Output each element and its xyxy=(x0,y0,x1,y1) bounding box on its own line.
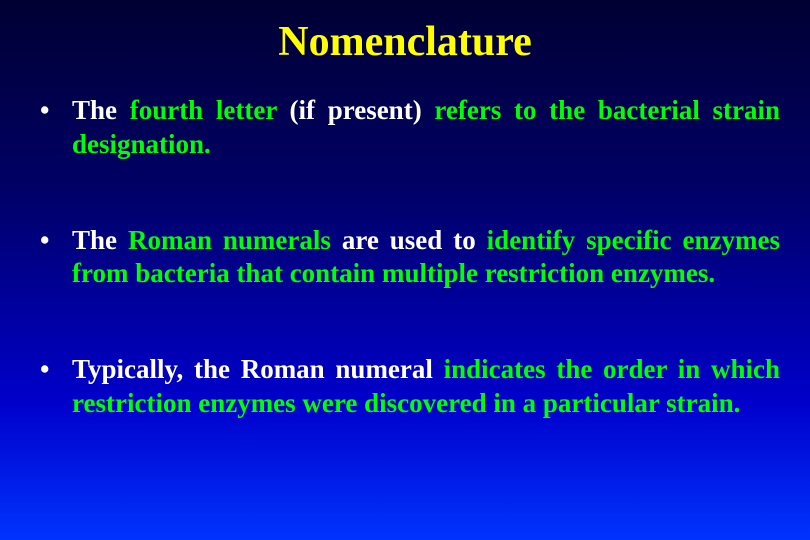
text-segment: Typically, the Roman numeral xyxy=(72,354,444,384)
text-segment-hl: Roman numerals xyxy=(128,225,331,255)
text-segment: The xyxy=(72,225,128,255)
bullet-item: The fourth letter (if present) refers to… xyxy=(30,94,780,162)
text-segment: The xyxy=(72,95,130,125)
slide-title: Nomenclature xyxy=(30,18,780,66)
bullet-item: Typically, the Roman numeral indicates t… xyxy=(30,353,780,421)
bullet-list: The fourth letter (if present) refers to… xyxy=(30,94,780,421)
text-segment: (if present) xyxy=(277,95,435,125)
text-segment-hl: fourth letter xyxy=(130,95,277,125)
bullet-item: The Roman numerals are used to identify … xyxy=(30,224,780,292)
text-segment: are used to xyxy=(331,225,487,255)
